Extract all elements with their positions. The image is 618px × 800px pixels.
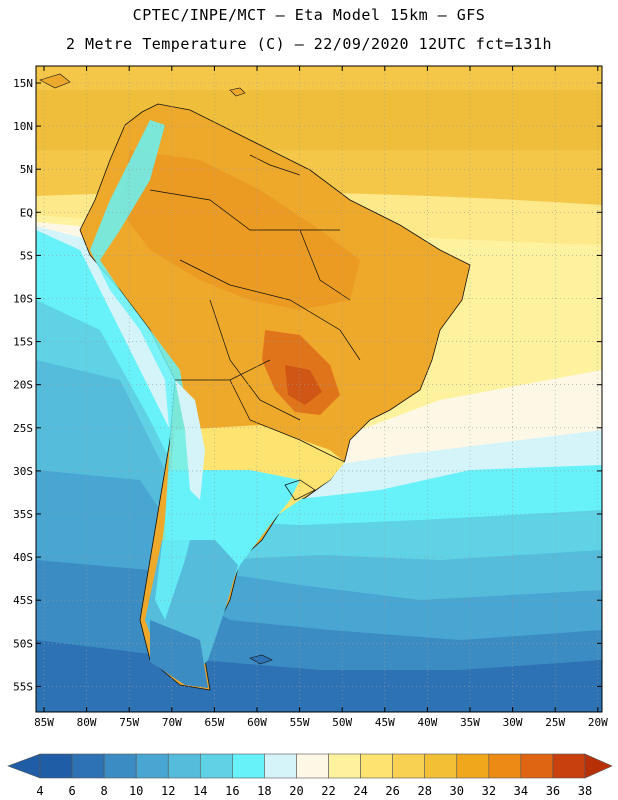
colorbar-label: 36: [546, 784, 560, 798]
lon-tick-label: 40W: [417, 716, 437, 729]
lon-tick-label: 45W: [375, 716, 395, 729]
colorbar-label: 10: [129, 784, 143, 798]
colorbar-bin: [167, 753, 201, 779]
lat-tick-label: 5N: [20, 163, 33, 176]
colorbar-label: 22: [321, 784, 335, 798]
colorbar-bin: [360, 753, 393, 779]
colorbar-label: 14: [193, 784, 207, 798]
country-borders: [149, 154, 361, 501]
lat-tick-label: 10S: [13, 293, 33, 306]
colorbar-bin: [264, 753, 297, 779]
south-america-land: [79, 103, 471, 691]
colorbar-label: 30: [450, 784, 464, 798]
lon-tick-label: 60W: [247, 716, 267, 729]
lon-tick-label: 25W: [545, 716, 565, 729]
colorbar-bin: [520, 753, 554, 779]
map-frame: [35, 65, 603, 713]
lon-tick-label: 30W: [503, 716, 523, 729]
lat-tick-label: 55S: [13, 680, 33, 693]
colorbar-bin: [199, 753, 233, 779]
colorbar-label: 18: [257, 784, 271, 798]
lat-tick-label: EQ: [20, 206, 33, 219]
lat-tick-label: 25S: [13, 422, 33, 435]
colorbar-bin: [488, 753, 522, 779]
lon-tick-label: 35W: [460, 716, 480, 729]
colorbar-bin: [392, 753, 426, 779]
lon-tick-label: 85W: [34, 716, 54, 729]
lat-tick-label: 20S: [13, 379, 33, 392]
lon-tick-label: 55W: [290, 716, 310, 729]
colorbar-label: 28: [417, 784, 431, 798]
lat-tick-label: 15S: [13, 336, 33, 349]
colorbar-bin: [135, 753, 169, 779]
colorbar-bin: [232, 753, 265, 779]
colorbar-label: 38: [578, 784, 592, 798]
colorbar: 4 6 8 10 12 14 16 18 20 22 24 26 28 30 32 34 36 38: [7, 753, 613, 798]
colorbar-arrow-high: [584, 753, 613, 779]
map-title-line-1: CPTEC/INPE/MCT – Eta Model 15km – GFS: [132, 6, 486, 24]
colorbar-bin: [424, 753, 458, 779]
map-area: [36, 66, 602, 712]
lon-tick-label: 80W: [77, 716, 97, 729]
colorbar-label: 12: [161, 784, 175, 798]
lat-tick-label: 50S: [13, 637, 33, 650]
colorbar-label: 34: [514, 784, 528, 798]
lat-tick-label: 40S: [13, 551, 33, 564]
colorbar-label: 32: [482, 784, 496, 798]
colorbar-label: 20: [289, 784, 303, 798]
colorbar-arrow-low: [7, 753, 41, 779]
lat-tick-label: 5S: [20, 249, 33, 262]
lat-tick-label: 30S: [13, 465, 33, 478]
lat-tick-label: 10N: [13, 120, 33, 133]
colorbar-bin: [296, 753, 329, 779]
lon-tick-label: 70W: [162, 716, 182, 729]
colorbar-label: 4: [36, 784, 43, 798]
colorbar-bin: [103, 753, 137, 779]
lat-tick-label: 15N: [13, 77, 33, 90]
lat-tick-label: 35S: [13, 508, 33, 521]
colorbar-label: 8: [101, 784, 108, 798]
lon-tick-label: 75W: [119, 716, 139, 729]
longitude-axis: 85W 80W 75W 70W 65W 60W 55W 50W 45W 40W 35W 30W 25W 2…: [34, 66, 608, 729]
colorbar-label: 24: [353, 784, 367, 798]
colorbar-label: 16: [225, 784, 239, 798]
colorbar-label: 6: [68, 784, 75, 798]
colorbar-label: 26: [385, 784, 399, 798]
lon-tick-label: 20W: [588, 716, 608, 729]
colorbar-bin: [328, 753, 361, 779]
map-title-line-2: 2 Metre Temperature (C) – 22/09/2020 12U…: [65, 35, 553, 53]
lon-tick-label: 50W: [332, 716, 352, 729]
colorbar-bin: [39, 753, 73, 779]
colorbar-bin: [552, 753, 586, 779]
lon-tick-label: 65W: [204, 716, 224, 729]
lat-tick-label: 45S: [13, 594, 33, 607]
colorbar-bin: [71, 753, 105, 779]
colorbar-bin: [456, 753, 490, 779]
latitude-axis: 15N 10N 5N EQ 5S 10S 15S 20S 25S 30S 35S 40S 45S 50S 5…: [13, 77, 602, 693]
